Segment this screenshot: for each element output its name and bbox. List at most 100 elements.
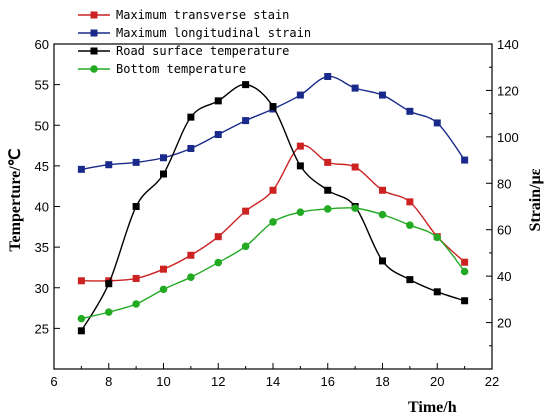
data-point	[214, 258, 223, 267]
x-tick-label: 6	[50, 374, 57, 389]
data-point	[77, 165, 85, 173]
x-tick-label: 20	[430, 374, 444, 389]
x-tick-label: 12	[211, 374, 225, 389]
data-point	[269, 103, 277, 111]
data-point	[351, 163, 359, 171]
data-point	[433, 119, 441, 127]
data-point	[214, 131, 222, 139]
y-right-tick-label: 100	[497, 130, 519, 145]
data-point	[132, 158, 140, 166]
data-point	[324, 158, 332, 166]
legend-item: Bottom temperature	[78, 62, 246, 76]
data-point	[269, 186, 277, 194]
x-tick-label: 22	[485, 374, 499, 389]
legend-item: Road surface temperature	[78, 44, 289, 58]
data-point	[296, 208, 305, 216]
x-tick-label: 16	[321, 374, 335, 389]
data-point	[378, 210, 387, 219]
data-point	[187, 113, 195, 121]
legend-swatch-marker	[90, 11, 98, 19]
series-3	[77, 81, 469, 335]
data-point	[132, 300, 140, 308]
y-right-tick-label: 80	[497, 176, 511, 191]
x-tick-label: 14	[266, 374, 280, 389]
series-4	[77, 204, 469, 323]
y-axis-left-label: Temperture/℃	[7, 148, 24, 251]
y-right-tick-label: 140	[497, 37, 519, 52]
data-point	[296, 162, 304, 170]
data-point	[159, 285, 168, 294]
data-point	[406, 221, 414, 229]
data-point	[296, 91, 304, 99]
data-point	[187, 251, 195, 259]
x-axis-label: Time/h	[408, 399, 457, 416]
legend-label: Bottom temperature	[116, 62, 246, 76]
data-point	[406, 198, 414, 206]
data-point	[461, 258, 469, 266]
y-right-tick-label: 120	[497, 83, 519, 98]
data-point	[379, 186, 386, 194]
data-point	[214, 233, 222, 241]
series-2	[77, 73, 469, 173]
series-layer	[77, 73, 469, 335]
legend-item: Maximum longitudinal strain	[78, 26, 311, 40]
data-point	[324, 186, 332, 194]
legend-swatch-marker	[90, 29, 98, 37]
data-point	[461, 156, 469, 164]
y-left-tick-label: 55	[35, 78, 49, 93]
x-tick-label: 10	[156, 374, 170, 389]
series-line	[81, 75, 466, 171]
axes: 6 8 10 12 14 16 18 20 22 25 30 35 40 45 50 55 60 20 40 60 80…	[35, 37, 519, 389]
data-point	[105, 280, 113, 288]
data-point	[160, 154, 167, 162]
y-left-tick-label: 50	[35, 118, 49, 133]
data-point	[160, 170, 167, 178]
data-point	[296, 142, 304, 150]
legend-swatch-marker	[90, 47, 98, 55]
data-point	[406, 107, 414, 115]
data-point	[351, 84, 359, 92]
y-left-tick-label: 60	[35, 37, 49, 52]
data-point	[187, 144, 195, 152]
data-point	[433, 288, 441, 296]
data-point	[160, 265, 167, 273]
data-point	[104, 308, 113, 316]
data-point	[242, 81, 250, 89]
data-point	[433, 233, 442, 242]
data-point	[105, 161, 113, 169]
legend-label: Road surface temperature	[116, 44, 289, 58]
data-point	[351, 204, 359, 212]
y-right-tick-label: 60	[497, 223, 511, 238]
data-point	[324, 73, 332, 80]
data-point	[242, 207, 250, 215]
y-right-tick-label: 40	[497, 269, 511, 284]
data-point	[242, 117, 250, 125]
data-point	[379, 257, 386, 265]
x-tick-label: 8	[105, 374, 112, 389]
data-point	[461, 297, 469, 305]
y-left-tick-label: 35	[35, 240, 49, 255]
data-point	[77, 277, 85, 285]
data-point	[379, 91, 386, 99]
data-point	[77, 314, 86, 323]
legend: Maximum transverse stain Maximum longitud…	[78, 8, 311, 76]
y-left-tick-label: 25	[35, 321, 49, 336]
data-point	[460, 267, 469, 276]
y-right-tick-label: 20	[497, 316, 511, 331]
data-point	[214, 97, 222, 105]
data-point	[269, 218, 277, 226]
data-point	[187, 273, 195, 281]
data-point	[77, 327, 85, 335]
data-point	[406, 276, 414, 284]
y-left-tick-label: 30	[35, 281, 49, 296]
y-axis-right-label: Strain/με	[527, 168, 544, 231]
legend-label: Maximum transverse stain	[116, 8, 289, 22]
y-left-tick-label: 40	[35, 200, 49, 215]
x-tick-label: 18	[375, 374, 389, 389]
data-point	[241, 242, 250, 251]
data-point	[132, 203, 140, 210]
legend-swatch-marker	[90, 65, 98, 73]
legend-item: Maximum transverse stain	[78, 8, 289, 22]
legend-label: Maximum longitudinal strain	[116, 26, 311, 40]
